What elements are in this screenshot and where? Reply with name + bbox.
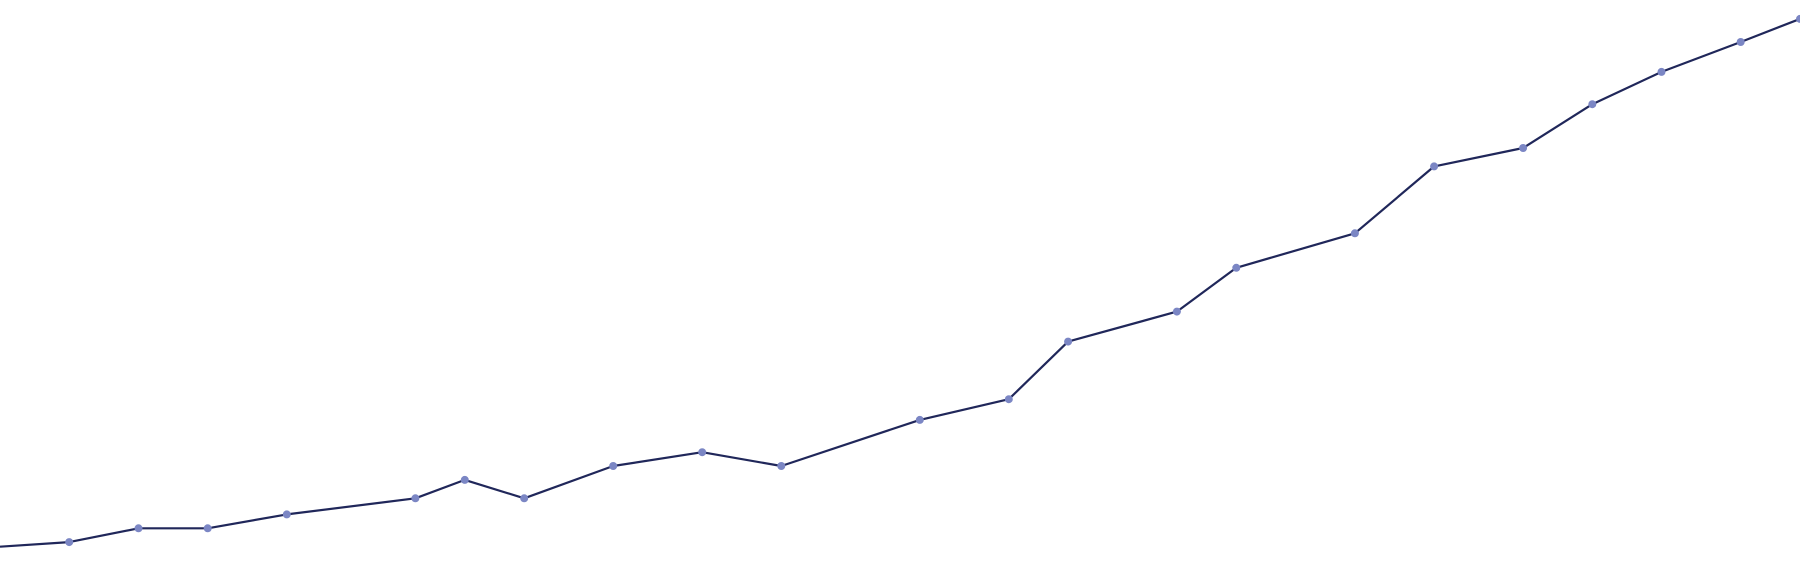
data-point (1736, 38, 1745, 46)
data-point (1588, 100, 1597, 109)
data-point (1064, 337, 1073, 346)
data-point (777, 462, 786, 470)
data-point (915, 415, 924, 424)
data-point (1004, 395, 1013, 404)
data-point (203, 524, 212, 533)
data-point (1232, 263, 1241, 272)
series-line (0, 17, 1800, 548)
data-point (411, 494, 420, 503)
data-point (1519, 144, 1528, 152)
data-point (1796, 14, 1800, 23)
data-point (1350, 229, 1359, 238)
data-point (1172, 307, 1181, 316)
data-point (1430, 162, 1439, 171)
data-point (1657, 67, 1666, 76)
data-point (609, 462, 618, 470)
data-point (698, 448, 707, 457)
data-point (134, 524, 143, 533)
data-point (65, 538, 74, 547)
series-layer (0, 14, 1800, 548)
data-point (282, 510, 291, 519)
data-point (520, 494, 529, 503)
data-point (460, 475, 469, 484)
